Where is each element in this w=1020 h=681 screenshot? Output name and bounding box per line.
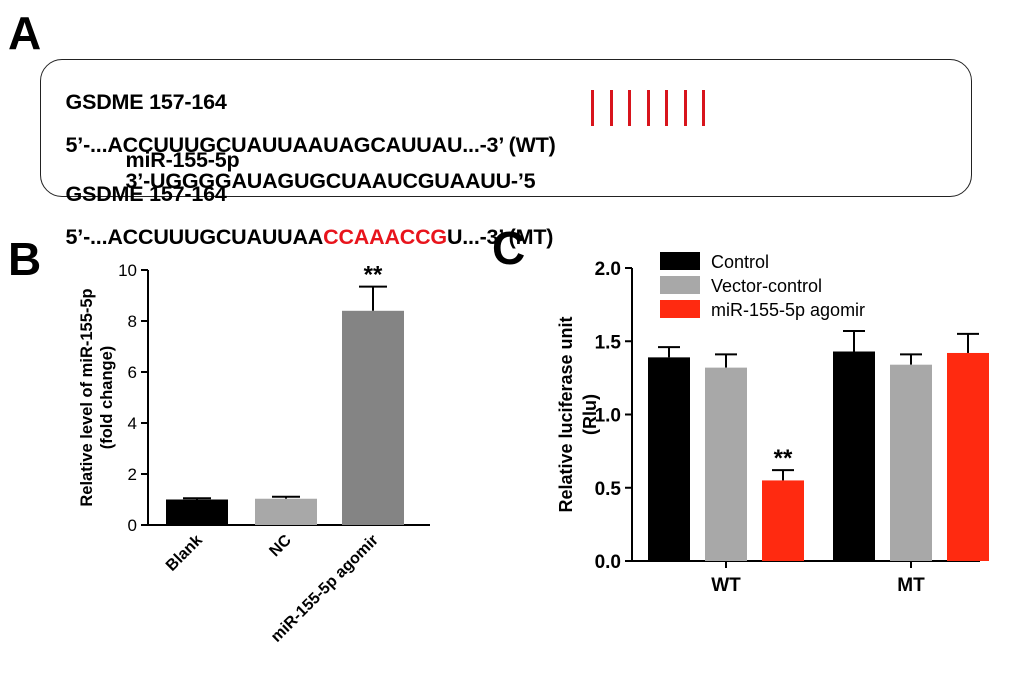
- panel-label-c: C: [492, 222, 526, 274]
- base-pair-line: [646, 90, 650, 126]
- bar-control: [648, 357, 690, 561]
- bar-control: [833, 351, 875, 561]
- bar-vector-control: [890, 364, 932, 561]
- legend-swatch: [660, 252, 700, 270]
- mt-sequence-suffix: U...-3’ (MT): [446, 224, 554, 249]
- y-axis-label-secondary: (fold change): [98, 346, 116, 450]
- legend-swatch: [660, 300, 700, 318]
- y-axis-label-secondary: (Rlu): [580, 394, 600, 435]
- y-axis-label: Relative luciferase unit: [556, 316, 576, 512]
- x-tick-label: MT: [897, 575, 925, 596]
- y-tick-label: 6: [128, 363, 137, 382]
- y-tick-label: 2: [128, 465, 137, 484]
- wt-binding-site: AGCAUUAU: [338, 132, 463, 157]
- mt-sequence-row: GSDME 157-164 5’-...ACCUUUGCUAUUAACCAAAC…: [54, 162, 554, 249]
- mirna-sequence: 3’-UGGGGAUAGUGCUAAUCGUAAUU-’5: [125, 169, 536, 193]
- y-axis-label: Relative level of miR-155-5p: [78, 288, 96, 506]
- mt-sequence-prefix: 5’-...ACCUUUGCUAUUAA: [65, 224, 324, 249]
- y-tick-label: 8: [128, 312, 137, 331]
- y-tick-label: 0: [128, 516, 137, 535]
- y-tick-label: 2.0: [595, 259, 621, 280]
- bar-blank: [166, 499, 228, 525]
- panel-label-b: B: [8, 233, 42, 285]
- y-tick-label: 0.0: [595, 552, 621, 573]
- mirna-label: miR-155-5p: [125, 147, 240, 172]
- x-tick-label: WT: [711, 575, 741, 596]
- base-pair-line: [702, 90, 705, 126]
- wt-gene-label: GSDME 157-164: [65, 89, 227, 114]
- base-pair-line: [591, 90, 594, 126]
- legend-label: Control: [711, 252, 769, 272]
- base-pair-line: [628, 90, 631, 126]
- bar-nc: [255, 498, 317, 525]
- wt-sequence-row: GSDME 157-164 5’-...ACCUUUGCUAUUAAUAGCAU…: [54, 70, 556, 156]
- sequence-alignment-box: [40, 59, 972, 197]
- panel-label-a: A: [8, 7, 42, 59]
- chart-c-luciferase: 0.0 0.5 1.0 1.5 2.0 WT ** MT Control Vector-contr…: [556, 252, 989, 596]
- x-tick-label: Blank: [163, 532, 206, 575]
- base-pair-line: [609, 90, 613, 126]
- bar-vector-control: [705, 367, 747, 561]
- mt-gene-label: GSDME 157-164: [65, 181, 227, 206]
- bar-mir-155-5p-agomir: [762, 480, 804, 561]
- bar-mir-155-5p-agomir: [342, 310, 404, 525]
- legend-label: miR-155-5p agomir: [711, 300, 865, 320]
- legend-swatch: [660, 276, 700, 294]
- base-pair-line: [683, 90, 687, 126]
- significance-marker: **: [364, 262, 383, 289]
- x-tick-label: NC: [266, 531, 295, 560]
- mt-mutated-site: CCAAACCG: [323, 224, 447, 249]
- y-tick-label: 1.5: [595, 332, 622, 353]
- y-tick-label: 10: [118, 261, 137, 280]
- bar-mir-155-5p-agomir: [947, 352, 989, 561]
- wt-sequence-prefix: 5’-...ACCUUUGCUAUUAAU: [65, 132, 339, 157]
- significance-marker: **: [774, 445, 793, 472]
- base-pair-line: [665, 90, 668, 126]
- y-tick-label: 4: [128, 414, 137, 433]
- legend-label: Vector-control: [711, 276, 822, 296]
- y-tick-label: 0.5: [595, 479, 622, 500]
- mirna-sequence-row: miR-155-5p 3’-UGGGGAUAGUGCUAAUCGUAAUU-’5: [114, 128, 536, 193]
- y-tick-label: 1.0: [595, 406, 621, 427]
- wt-sequence-suffix: ...-3’ (WT): [462, 132, 556, 157]
